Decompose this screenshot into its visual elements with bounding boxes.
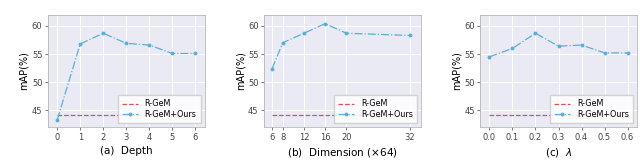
R-GeM+Ours	[168, 52, 176, 54]
R-GeM	[321, 114, 329, 116]
R-GeM+Ours	[321, 23, 329, 25]
R-GeM+Ours	[279, 42, 287, 44]
R-GeM+Ours	[601, 52, 609, 54]
X-axis label: (a)  Depth: (a) Depth	[100, 146, 152, 156]
R-GeM	[509, 114, 516, 116]
R-GeM+Ours	[268, 68, 276, 70]
R-GeM+Ours	[555, 45, 563, 47]
R-GeM+Ours	[342, 32, 350, 34]
R-GeM+Ours	[532, 32, 540, 34]
R-GeM+Ours	[145, 44, 153, 46]
R-GeM+Ours	[578, 44, 586, 46]
Y-axis label: mAP(%): mAP(%)	[451, 52, 461, 90]
R-GeM	[624, 114, 632, 116]
R-GeM+Ours	[486, 56, 493, 58]
R-GeM	[406, 114, 414, 116]
R-GeM+Ours	[122, 42, 130, 44]
R-GeM	[191, 114, 199, 116]
R-GeM	[99, 114, 107, 116]
R-GeM	[53, 114, 61, 116]
R-GeM	[168, 114, 176, 116]
R-GeM+Ours	[53, 119, 61, 121]
R-GeM	[122, 114, 130, 116]
X-axis label: (c)  $\lambda$: (c) $\lambda$	[545, 146, 572, 159]
R-GeM	[300, 114, 308, 116]
R-GeM+Ours	[624, 52, 632, 54]
R-GeM	[555, 114, 563, 116]
R-GeM	[532, 114, 540, 116]
R-GeM+Ours	[406, 35, 414, 37]
Y-axis label: mAP(%): mAP(%)	[235, 52, 245, 90]
Line: R-GeM+Ours: R-GeM+Ours	[270, 22, 412, 71]
R-GeM	[76, 114, 84, 116]
R-GeM+Ours	[509, 47, 516, 49]
R-GeM	[279, 114, 287, 116]
Legend: R-GeM, R-GeM+Ours: R-GeM, R-GeM+Ours	[334, 96, 417, 123]
Legend: R-GeM, R-GeM+Ours: R-GeM, R-GeM+Ours	[550, 96, 633, 123]
Line: R-GeM+Ours: R-GeM+Ours	[55, 31, 197, 122]
Line: R-GeM+Ours: R-GeM+Ours	[488, 31, 630, 59]
R-GeM	[486, 114, 493, 116]
Legend: R-GeM, R-GeM+Ours: R-GeM, R-GeM+Ours	[118, 96, 200, 123]
R-GeM+Ours	[99, 32, 107, 34]
R-GeM	[578, 114, 586, 116]
R-GeM	[268, 114, 276, 116]
R-GeM	[342, 114, 350, 116]
R-GeM	[145, 114, 153, 116]
R-GeM+Ours	[76, 43, 84, 45]
R-GeM+Ours	[191, 52, 199, 54]
R-GeM	[601, 114, 609, 116]
Y-axis label: mAP(%): mAP(%)	[19, 52, 29, 90]
X-axis label: (b)  Dimension ($\times$64): (b) Dimension ($\times$64)	[287, 146, 398, 159]
R-GeM+Ours	[300, 32, 308, 34]
